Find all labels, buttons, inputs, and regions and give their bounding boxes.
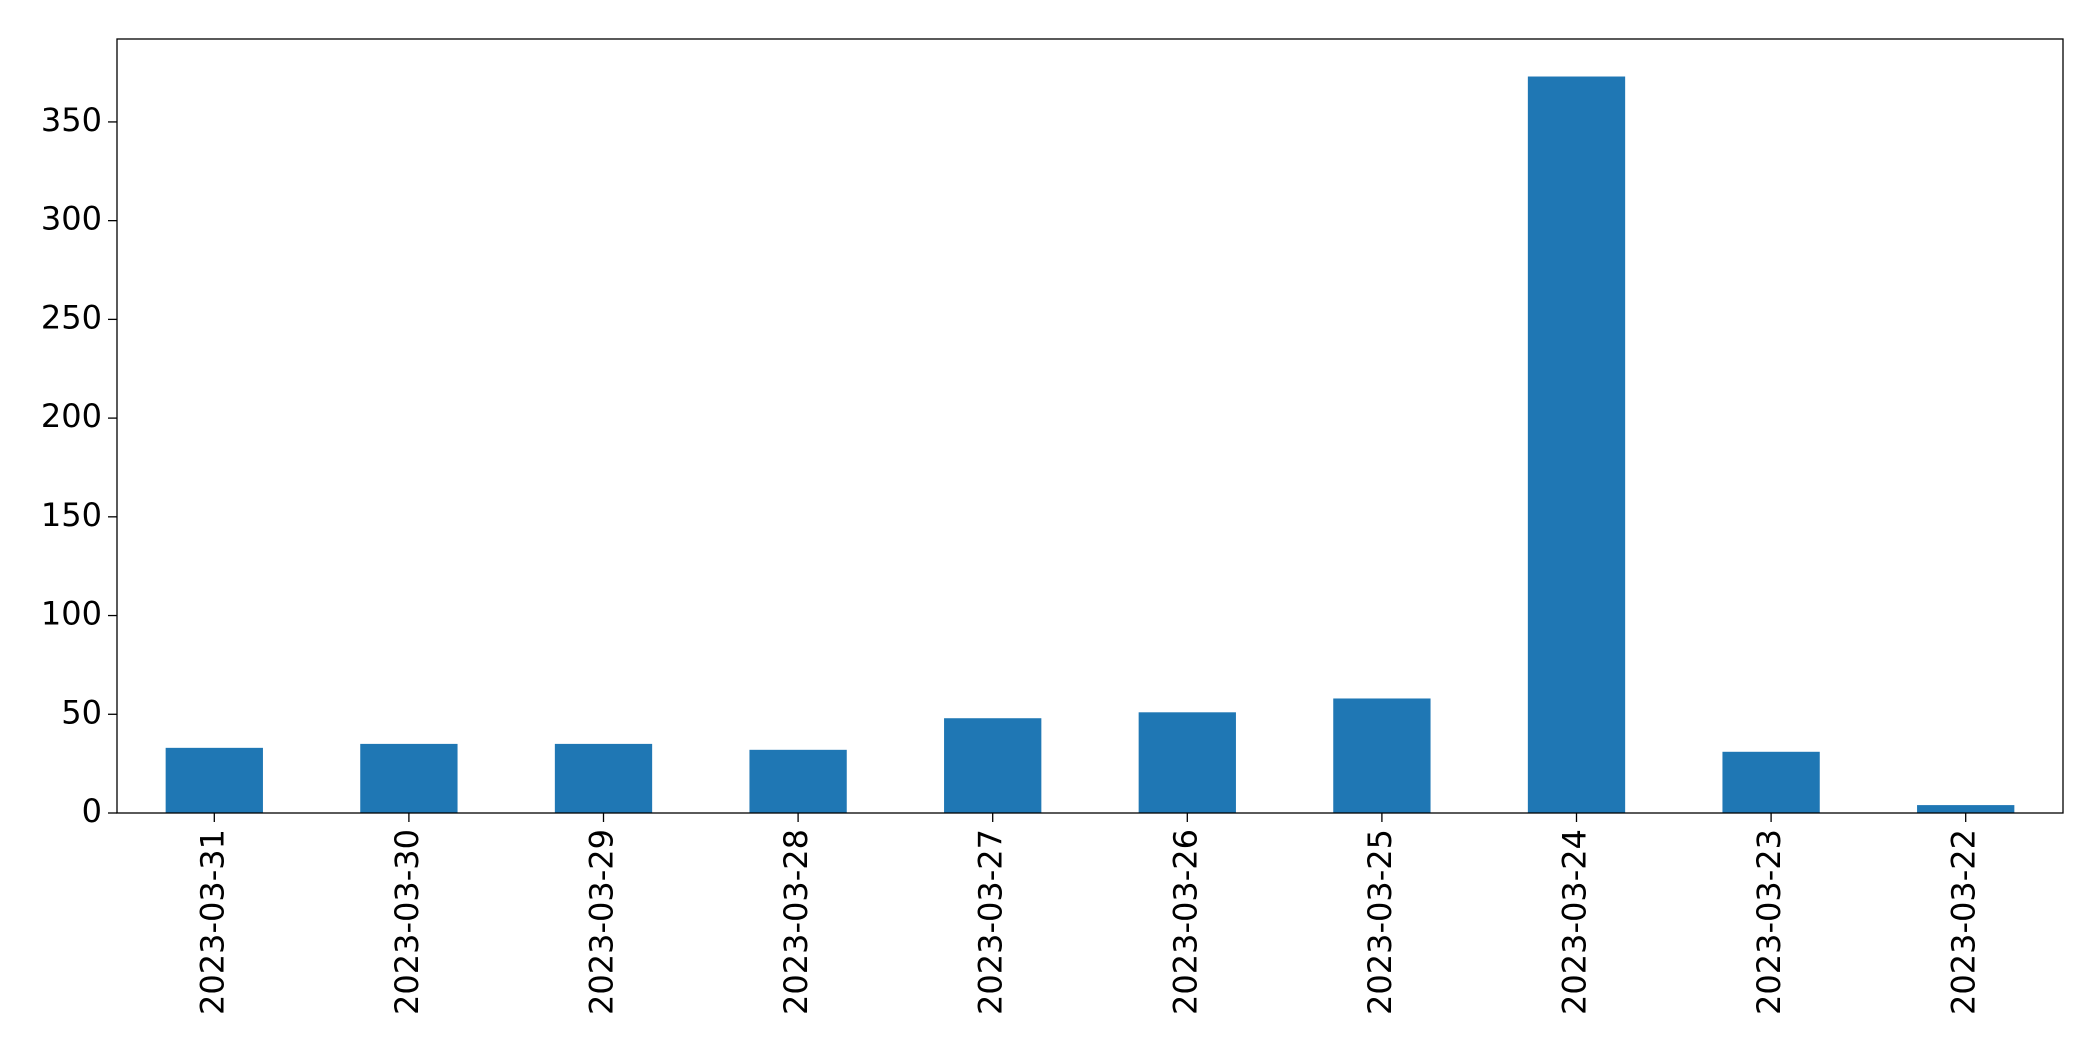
x-tick-label: 2023-03-26: [1166, 829, 1204, 1015]
x-tick-label: 2023-03-23: [1750, 829, 1788, 1015]
bar: [1722, 751, 1820, 813]
y-tick-label: 350: [41, 101, 102, 139]
x-tick-label: 2023-03-30: [388, 829, 426, 1015]
plot-frame: [116, 38, 2064, 814]
y-tick-label: 0: [82, 792, 102, 830]
bar: [165, 747, 263, 813]
y-tick-label: 200: [41, 397, 102, 435]
bar: [1527, 76, 1626, 813]
x-tick-label: 2023-03-27: [972, 829, 1010, 1015]
x-tick-label: 2023-03-24: [1556, 829, 1594, 1015]
x-tick-label: 2023-03-28: [777, 829, 815, 1015]
y-tick-label: 100: [41, 595, 102, 633]
y-tick-label: 50: [61, 693, 102, 731]
bar: [944, 718, 1042, 813]
bar: [554, 743, 653, 813]
x-tick-label: 2023-03-22: [1945, 829, 1983, 1015]
bar: [1917, 805, 2015, 813]
bar: [1333, 698, 1431, 813]
x-tick-label: 2023-03-31: [193, 829, 231, 1015]
y-tick-label: 300: [41, 200, 102, 238]
x-tick-label: 2023-03-25: [1361, 829, 1399, 1015]
bar: [1138, 712, 1236, 813]
x-tick-label: 2023-03-29: [583, 829, 621, 1015]
y-tick-label: 150: [41, 496, 102, 534]
bar: [360, 743, 458, 813]
bar: [749, 749, 847, 813]
y-tick-label: 250: [41, 298, 102, 336]
